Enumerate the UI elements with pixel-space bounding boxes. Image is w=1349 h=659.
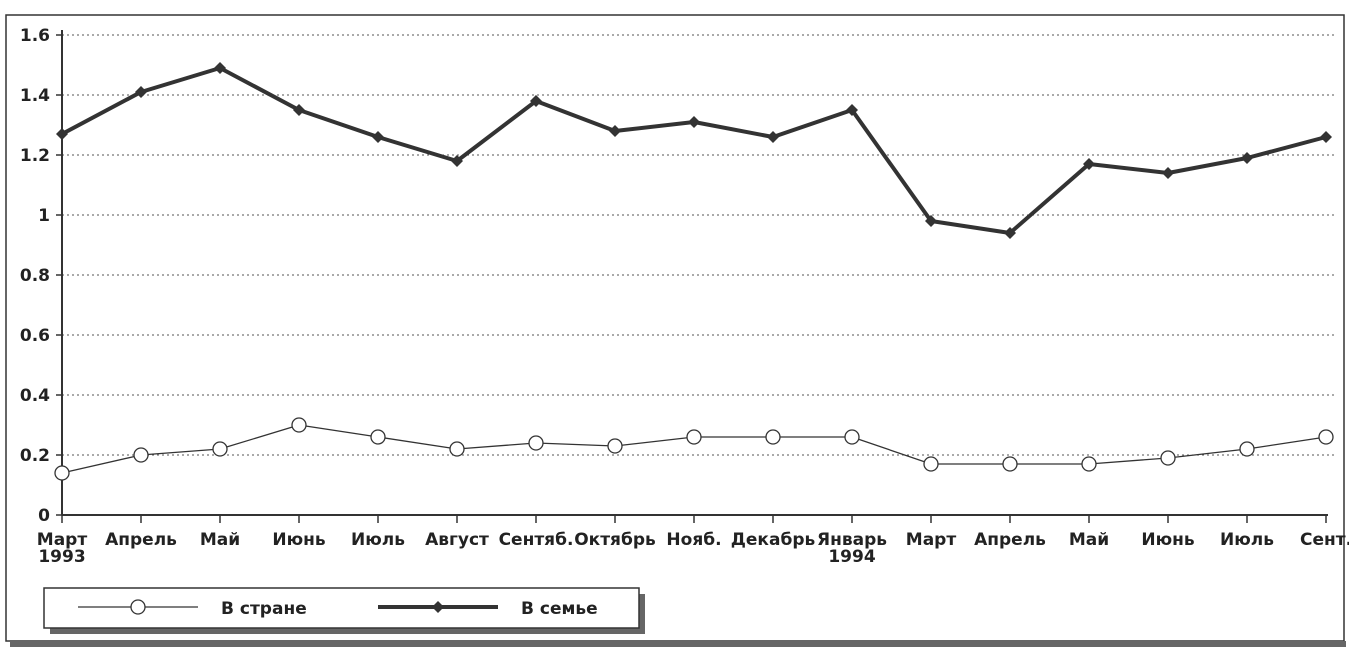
data-point (1320, 131, 1332, 143)
x-tick-label: Июль (1220, 530, 1274, 550)
x-tick-label: Март (906, 530, 957, 550)
x-tick-label: Сент. (1300, 530, 1349, 550)
y-tick-label: 1 (38, 206, 50, 226)
x-tick-label: Январь 1994 (817, 530, 887, 567)
data-point (291, 417, 307, 433)
y-tick-label: 0.4 (20, 386, 50, 406)
data-point (1081, 456, 1097, 472)
x-tick-label: Май (1069, 530, 1109, 550)
data-point (293, 104, 305, 116)
data-point (214, 62, 226, 74)
x-tick-label: Август (425, 530, 489, 550)
data-point (607, 438, 623, 454)
data-point (1239, 441, 1255, 457)
y-tick-label: 0.2 (20, 446, 50, 466)
legend-label: В стране (221, 599, 307, 619)
y-tick-label: 1.6 (20, 26, 50, 46)
data-point (1318, 429, 1334, 445)
data-point (1002, 456, 1018, 472)
data-point (923, 456, 939, 472)
x-tick-label: Июль (351, 530, 405, 550)
x-tick-label: Октябрь (574, 530, 656, 550)
y-tick-label: 1.2 (20, 146, 50, 166)
y-tick-label: 0.6 (20, 326, 50, 346)
x-tick-label: Июнь (1141, 530, 1194, 550)
x-tick-label: Апрель (974, 530, 1046, 550)
data-point (1083, 158, 1095, 170)
data-point (688, 116, 700, 128)
x-tick-label: Сентяб. (499, 530, 574, 550)
y-tick-label: 0 (38, 506, 50, 526)
data-point (1241, 152, 1253, 164)
y-tick-label: 1.4 (20, 86, 50, 106)
frame-shadow (10, 641, 1346, 647)
data-point (133, 447, 149, 463)
data-point (528, 435, 544, 451)
x-tick-label: Май (200, 530, 240, 550)
data-point (370, 429, 386, 445)
data-point (686, 429, 702, 445)
data-point (846, 104, 858, 116)
data-point (372, 131, 384, 143)
data-point (135, 86, 147, 98)
data-point (844, 429, 860, 445)
x-tick-label: Апрель (105, 530, 177, 550)
data-point (56, 128, 68, 140)
y-tick-label: 0.8 (20, 266, 50, 286)
legend-marker (432, 601, 444, 613)
data-point (765, 429, 781, 445)
data-point (1004, 227, 1016, 239)
legend-shadow (50, 627, 645, 634)
data-point (451, 155, 463, 167)
legend-marker (130, 599, 146, 615)
legend-shadow (638, 594, 645, 634)
x-tick-label: Декабрь (731, 530, 815, 550)
data-point (212, 441, 228, 457)
data-point (449, 441, 465, 457)
x-tick-label: Март 1993 (37, 530, 88, 567)
series-line (61, 66, 1327, 235)
data-point (609, 125, 621, 137)
data-point (925, 215, 937, 227)
data-point (530, 95, 542, 107)
x-tick-label: Июнь (272, 530, 325, 550)
x-tick-label: Нояб. (666, 530, 721, 550)
data-point (1160, 450, 1176, 466)
data-point (767, 131, 779, 143)
data-point (1162, 167, 1174, 179)
legend-label: В семье (521, 599, 598, 619)
data-point (54, 465, 70, 481)
